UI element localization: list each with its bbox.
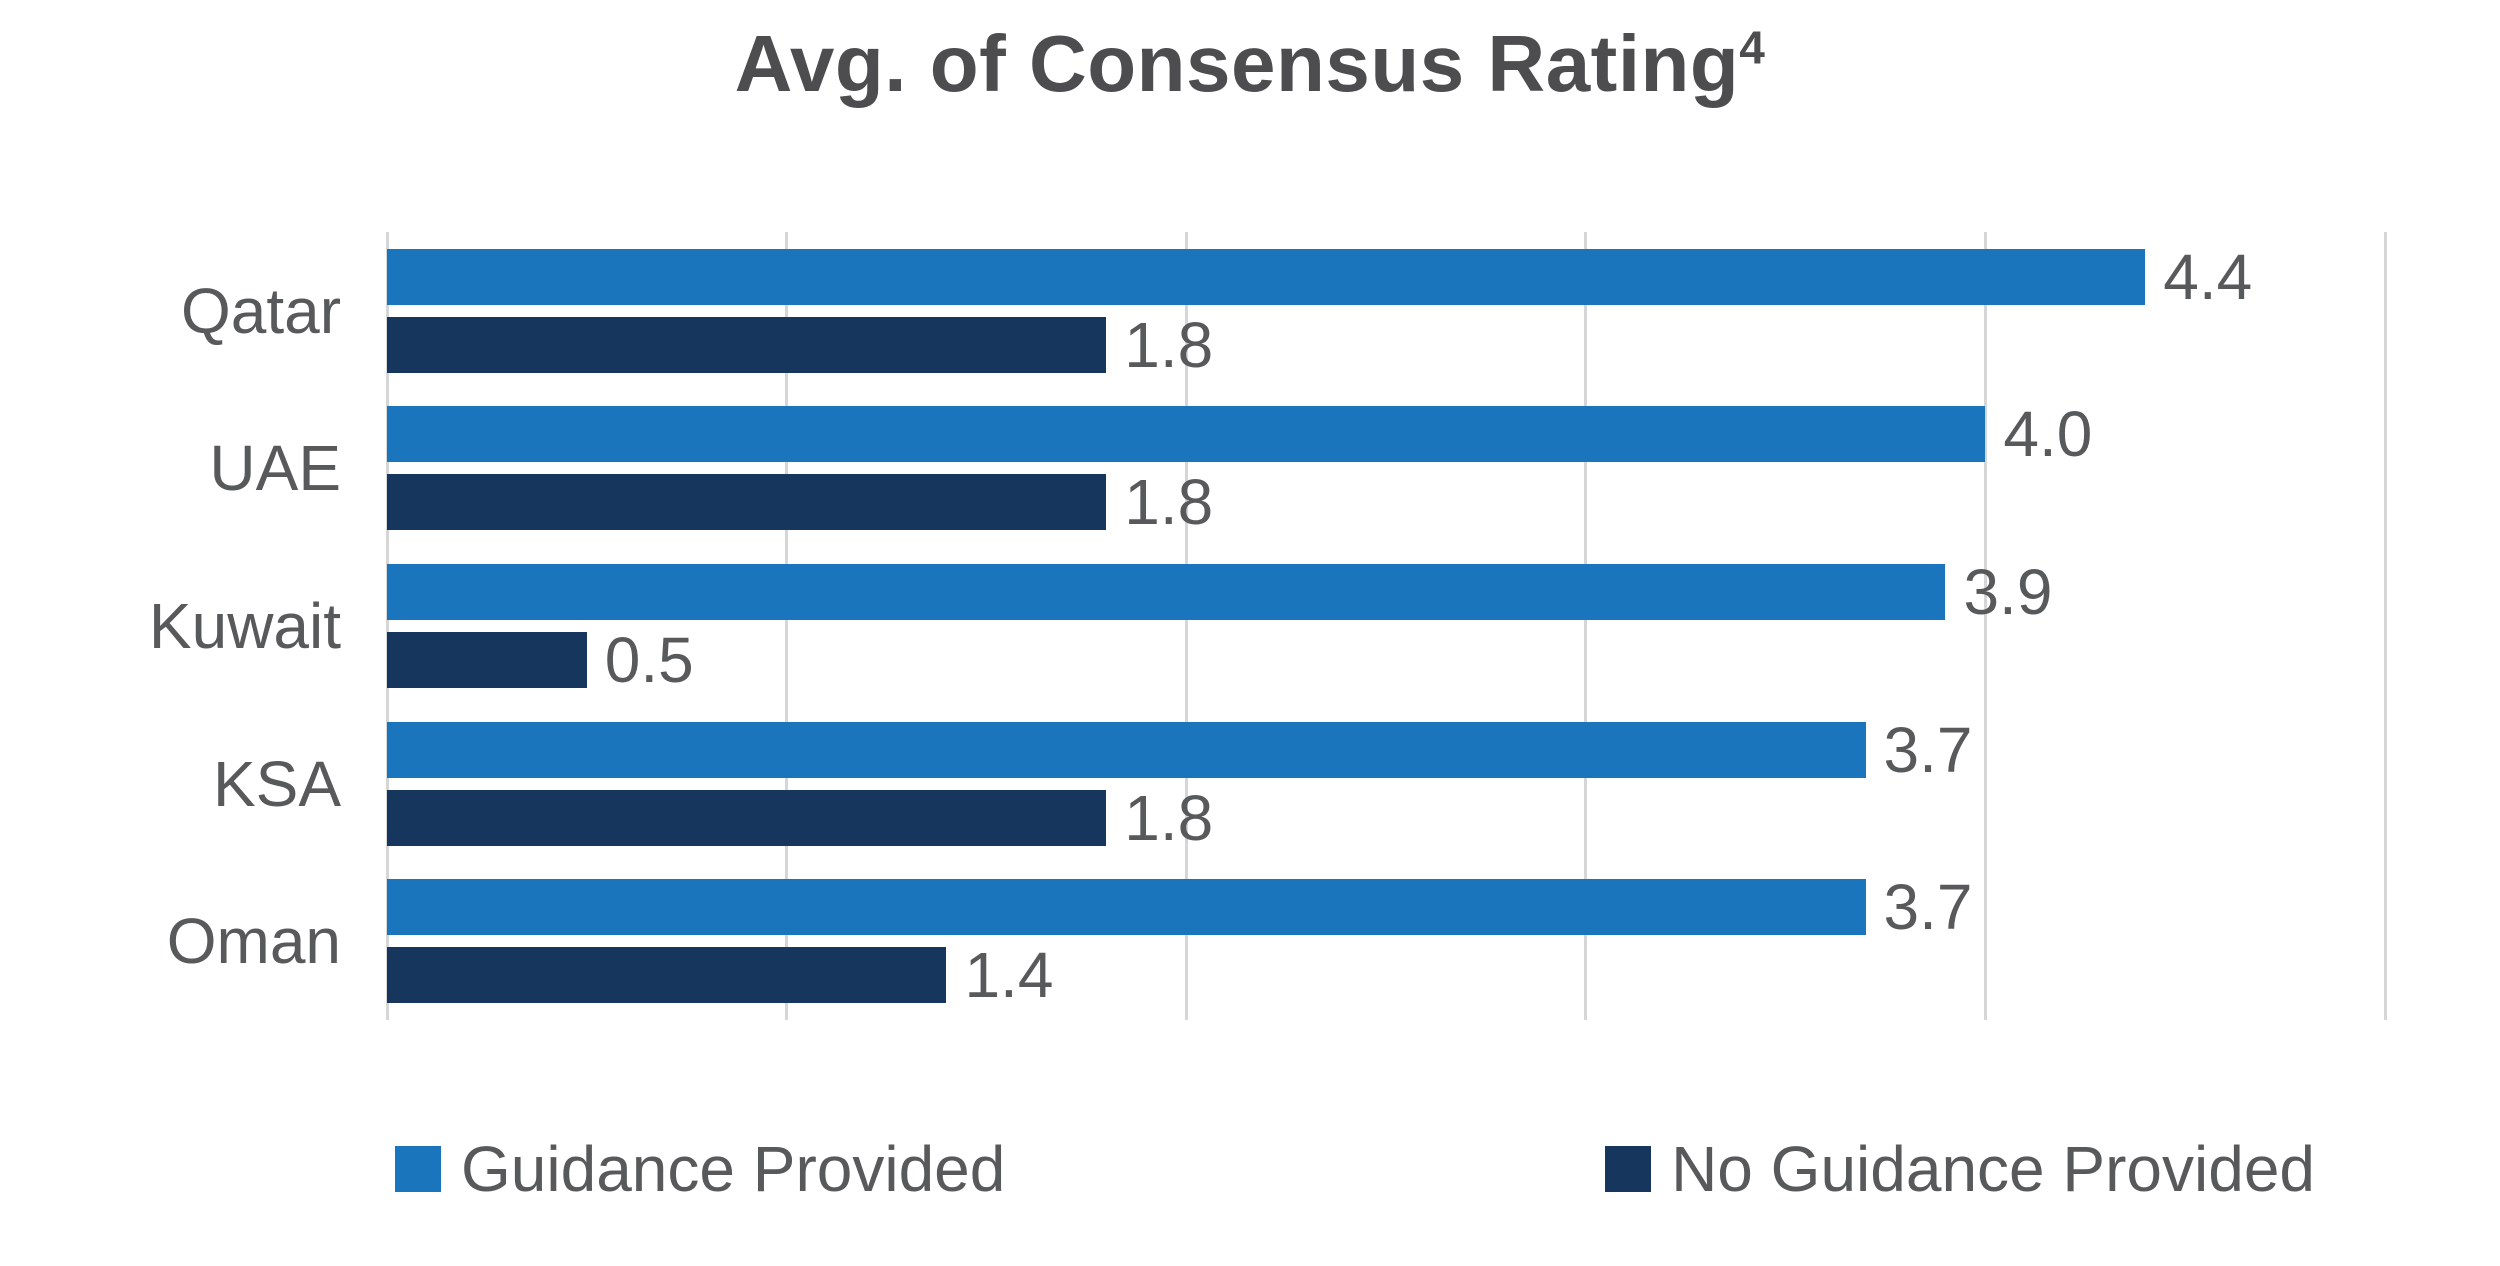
chart-row: 3.9 0.5 — [387, 547, 2385, 705]
gridline — [1584, 232, 1588, 1020]
value-label: 1.4 — [964, 939, 1054, 1012]
value-label: 0.5 — [604, 623, 694, 696]
bar-line: 3.7 — [387, 871, 2385, 943]
category-label: Qatar — [180, 274, 341, 347]
gridlines — [385, 232, 2387, 1020]
legend: Guidance Provided No Guidance Provided — [395, 1132, 2385, 1206]
chart-row: 4.0 1.8 — [387, 390, 2385, 548]
category-label: UAE — [209, 432, 341, 505]
bar-guidance-provided — [387, 406, 1986, 463]
bar-guidance-provided — [387, 563, 1946, 620]
plot-area: 4.4 1.8 4.0 1.8 3.9 0.5 3.7 1.8 3.7 1.4 — [385, 232, 2387, 1020]
value-label: 1.8 — [1124, 466, 1214, 539]
legend-marker-no-guidance-provided — [1605, 1146, 1652, 1192]
chart-title-text: Avg. of Consensus Rating — [734, 19, 1740, 108]
gridline — [385, 232, 389, 1020]
gridline — [785, 232, 789, 1020]
bar-line: 1.8 — [387, 309, 2385, 381]
value-label: 1.8 — [1124, 308, 1214, 381]
bar-line: 1.8 — [387, 782, 2385, 854]
bar-line: 3.9 — [387, 556, 2385, 628]
legend-marker-guidance-provided — [395, 1146, 441, 1192]
bar-guidance-provided — [387, 721, 1866, 778]
bar-line: 1.8 — [387, 466, 2385, 538]
value-label: 3.9 — [1963, 555, 2053, 628]
bar-no-guidance-provided — [387, 947, 947, 1004]
legend-label-guidance-provided: Guidance Provided — [461, 1133, 1006, 1205]
chart-row: 4.4 1.8 — [387, 232, 2385, 390]
chart-title: Avg. of Consensus Rating4 — [0, 0, 2500, 110]
bar-chart: Qatar UAE Kuwait KSA Oman 4.4 1.8 4.0 1.8 3.9 0.5… — [125, 232, 2387, 1020]
category-label: KSA — [212, 747, 341, 820]
category-label: Oman — [166, 905, 341, 978]
chart-title-superscript: 4 — [1739, 21, 1766, 74]
bar-line: 0.5 — [387, 624, 2385, 696]
plot-rows: 4.4 1.8 4.0 1.8 3.9 0.5 3.7 1.8 3.7 1.4 — [387, 232, 2385, 1020]
bar-no-guidance-provided — [387, 631, 587, 688]
bar-line: 3.7 — [387, 714, 2385, 786]
bar-line: 4.0 — [387, 398, 2385, 470]
bar-no-guidance-provided — [387, 316, 1107, 373]
value-label: 1.8 — [1124, 781, 1214, 854]
bar-guidance-provided — [387, 248, 2146, 305]
bar-no-guidance-provided — [387, 789, 1107, 846]
category-labels: Qatar UAE Kuwait KSA Oman — [125, 232, 387, 1020]
bar-guidance-provided — [387, 879, 1866, 936]
value-label: 3.7 — [1883, 871, 1973, 944]
gridline — [1184, 232, 1188, 1020]
bar-line: 1.4 — [387, 939, 2385, 1011]
gridline — [2383, 232, 2387, 1020]
legend-item-guidance-provided: Guidance Provided — [395, 1132, 1005, 1206]
chart-row: 3.7 1.4 — [387, 862, 2385, 1020]
value-label: 3.7 — [1883, 713, 1973, 786]
legend-item-no-guidance-provided: No Guidance Provided — [1605, 1132, 2315, 1206]
value-label: 4.0 — [2003, 398, 2093, 471]
value-label: 4.4 — [2163, 240, 2253, 313]
bar-no-guidance-provided — [387, 474, 1107, 531]
gridline — [1983, 232, 1987, 1020]
bar-line: 4.4 — [387, 241, 2385, 313]
legend-label-no-guidance-provided: No Guidance Provided — [1671, 1133, 2315, 1205]
chart-row: 3.7 1.8 — [387, 705, 2385, 863]
category-label: Kuwait — [148, 589, 341, 662]
